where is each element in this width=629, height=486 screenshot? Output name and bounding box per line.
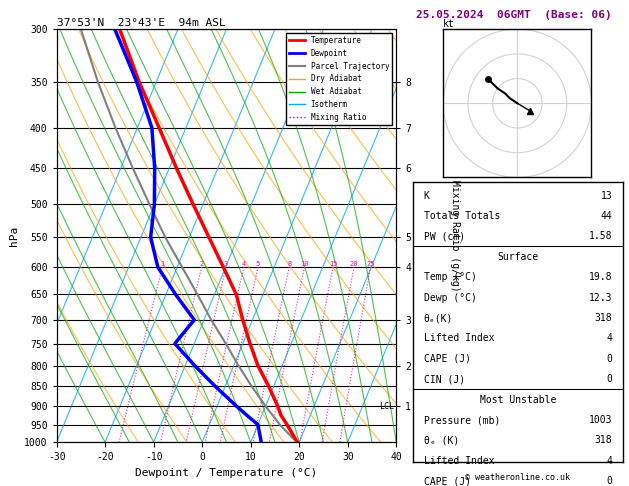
Text: K: K: [424, 191, 430, 201]
Text: 13: 13: [601, 191, 612, 201]
Text: LCL: LCL: [379, 401, 394, 411]
Text: CAPE (J): CAPE (J): [424, 354, 470, 364]
Text: Mixing Ratio (g/kg): Mixing Ratio (g/kg): [450, 180, 460, 292]
Text: 44: 44: [601, 211, 612, 221]
Text: CIN (J): CIN (J): [424, 374, 465, 384]
Text: 1.58: 1.58: [589, 231, 612, 242]
Text: 0: 0: [606, 476, 612, 486]
Text: Surface: Surface: [498, 252, 538, 262]
Text: 15: 15: [329, 261, 337, 267]
Text: © weatheronline.co.uk: © weatheronline.co.uk: [465, 473, 569, 482]
Y-axis label: hPa: hPa: [9, 226, 18, 246]
Text: 4: 4: [606, 333, 612, 344]
Text: 318: 318: [594, 435, 612, 446]
Text: 25.05.2024  06GMT  (Base: 06): 25.05.2024 06GMT (Base: 06): [416, 11, 612, 20]
Text: 5: 5: [256, 261, 260, 267]
Text: 25: 25: [367, 261, 375, 267]
Text: 318: 318: [594, 313, 612, 323]
Text: CAPE (J): CAPE (J): [424, 476, 470, 486]
Text: Temp (°C): Temp (°C): [424, 272, 477, 282]
Text: 3: 3: [224, 261, 228, 267]
Text: 20: 20: [350, 261, 359, 267]
Text: θₑ(K): θₑ(K): [424, 313, 453, 323]
Text: 2: 2: [199, 261, 204, 267]
Text: 0: 0: [606, 374, 612, 384]
Text: Lifted Index: Lifted Index: [424, 456, 494, 466]
Text: 8: 8: [287, 261, 291, 267]
Text: 19.8: 19.8: [589, 272, 612, 282]
Text: Totals Totals: Totals Totals: [424, 211, 500, 221]
Text: PW (cm): PW (cm): [424, 231, 465, 242]
Text: Dewp (°C): Dewp (°C): [424, 293, 477, 303]
Text: 37°53'N  23°43'E  94m ASL: 37°53'N 23°43'E 94m ASL: [57, 18, 225, 28]
Text: 4: 4: [606, 456, 612, 466]
X-axis label: Dewpoint / Temperature (°C): Dewpoint / Temperature (°C): [135, 468, 318, 478]
Text: 1003: 1003: [589, 415, 612, 425]
Legend: Temperature, Dewpoint, Parcel Trajectory, Dry Adiabat, Wet Adiabat, Isotherm, Mi: Temperature, Dewpoint, Parcel Trajectory…: [286, 33, 392, 125]
Text: kt: kt: [443, 19, 455, 29]
Text: 12.3: 12.3: [589, 293, 612, 303]
Text: Lifted Index: Lifted Index: [424, 333, 494, 344]
Text: 10: 10: [300, 261, 309, 267]
Text: Most Unstable: Most Unstable: [480, 395, 556, 405]
Y-axis label: km
ASL: km ASL: [423, 236, 441, 257]
Text: 0: 0: [606, 354, 612, 364]
Text: θₑ (K): θₑ (K): [424, 435, 459, 446]
Text: 1: 1: [160, 261, 165, 267]
Text: Pressure (mb): Pressure (mb): [424, 415, 500, 425]
Text: 4: 4: [242, 261, 246, 267]
